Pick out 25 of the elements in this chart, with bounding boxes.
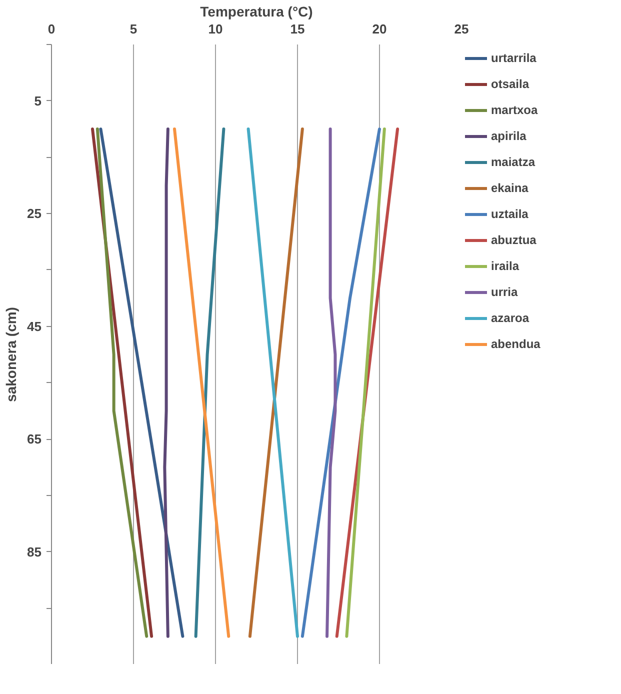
legend-label: urtarrila — [491, 51, 536, 65]
legend-label: maiatza — [491, 155, 536, 169]
x-tick-label: 5 — [130, 22, 138, 36]
legend-label: apirila — [491, 129, 526, 143]
y-tick-label: 45 — [27, 318, 42, 334]
x-tick-label: 0 — [48, 22, 56, 36]
legend-label: iraila — [491, 259, 520, 273]
x-tick-label: 20 — [372, 22, 387, 36]
legend-label: abuztua — [491, 233, 536, 247]
legend-label: martxoa — [491, 103, 538, 117]
legend-label: uztaila — [491, 207, 528, 221]
legend-label: abendua — [491, 337, 540, 351]
legend-label: azaroa — [491, 311, 530, 325]
x-tick-label: 10 — [208, 22, 223, 36]
legend-label: ekaina — [491, 181, 528, 195]
legend-label: otsaila — [491, 77, 530, 91]
y-axis-title: sakonera (cm) — [3, 307, 20, 402]
x-axis-title: Temperatura (°C) — [200, 4, 313, 20]
y-tick-label: 65 — [27, 432, 42, 447]
x-tick-label: 25 — [454, 22, 469, 36]
y-tick-label: 5 — [34, 93, 42, 108]
y-tick-label: 25 — [27, 206, 42, 222]
y-tick-label: 85 — [27, 544, 42, 560]
legend-label: urria — [491, 285, 518, 299]
x-tick-label: 15 — [290, 22, 305, 36]
